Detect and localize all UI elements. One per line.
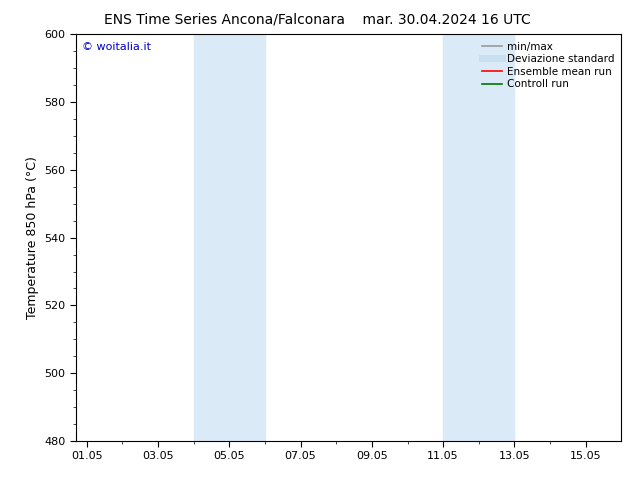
Bar	[443, 34, 514, 441]
Text: ENS Time Series Ancona/Falconara    mar. 30.04.2024 16 UTC: ENS Time Series Ancona/Falconara mar. 30…	[103, 12, 531, 26]
Legend: min/max, Deviazione standard, Ensemble mean run, Controll run: min/max, Deviazione standard, Ensemble m…	[479, 40, 616, 92]
Bar	[193, 34, 265, 441]
Y-axis label: Temperature 850 hPa (°C): Temperature 850 hPa (°C)	[26, 156, 39, 319]
Text: © woitalia.it: © woitalia.it	[82, 43, 150, 52]
